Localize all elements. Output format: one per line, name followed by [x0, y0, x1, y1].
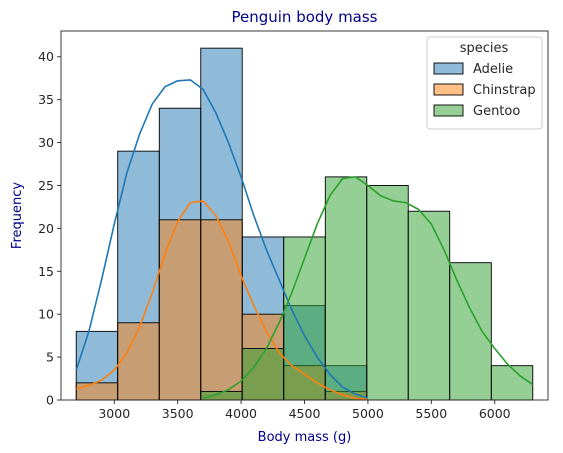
plot-area: [75, 47, 534, 401]
y-tick-label: 25: [38, 178, 54, 193]
kde-line-gentoo: [202, 176, 534, 400]
legend-label-adelie: Adelie: [473, 62, 513, 77]
y-axis-label: Frequency: [10, 182, 25, 249]
x-axis-label: Body mass (g): [258, 430, 352, 445]
bar-gentoo-9: [449, 262, 492, 401]
legend-swatch-chinstrap: [433, 83, 464, 96]
bar-chinstrap-0: [75, 382, 119, 401]
kde-line-adelie: [75, 79, 369, 400]
bar-chinstrap-1: [117, 322, 160, 401]
bar-chinstrap-2: [158, 219, 202, 401]
bar-gentoo-8: [407, 210, 451, 401]
y-tick-label: 5: [46, 350, 54, 365]
bar-gentoo-7: [366, 185, 409, 401]
y-tick-label: 15: [38, 264, 54, 279]
bar-gentoo-10: [490, 365, 534, 401]
chart-title: Penguin body mass: [231, 8, 377, 26]
legend-swatch-gentoo: [433, 104, 464, 117]
x-tick-label: 6000: [479, 406, 511, 421]
y-tick-label: 35: [38, 92, 54, 107]
y-tick-label: 10: [38, 307, 54, 322]
x-tick-label: 4500: [289, 406, 321, 421]
legend-label-gentoo: Gentoo: [473, 104, 520, 119]
legend-title: species: [460, 41, 509, 56]
x-tick-label: 3500: [162, 406, 194, 421]
bar-gentoo-4: [241, 348, 285, 401]
y-tick-label: 20: [38, 221, 54, 236]
x-tick-label: 4000: [225, 406, 257, 421]
legend-label-chinstrap: Chinstrap: [473, 83, 536, 98]
x-tick-label: 3000: [98, 406, 130, 421]
bar-gentoo-5: [283, 236, 326, 401]
legend-swatch-adelie: [433, 62, 464, 75]
bar-gentoo-6: [324, 176, 368, 401]
series-gentoo-bars: [200, 176, 534, 401]
y-tick-label: 40: [38, 49, 54, 64]
y-tick-label: 30: [38, 135, 54, 150]
y-axis-ticks: 0 5 10 15 20 25 30 35 40: [38, 49, 61, 408]
x-tick-label: 5500: [415, 406, 447, 421]
y-tick-label: 0: [46, 393, 54, 408]
legend: species Adelie Chinstrap Gentoo: [426, 36, 543, 130]
x-axis-ticks: 3000 3500 4000 4500 5000 5500 6000: [98, 400, 511, 421]
kde-line-chinstrap: [76, 200, 368, 401]
bar-chinstrap-3: [200, 219, 243, 401]
legend-items: Adelie Chinstrap Gentoo: [433, 62, 536, 119]
x-tick-label: 5000: [352, 406, 384, 421]
